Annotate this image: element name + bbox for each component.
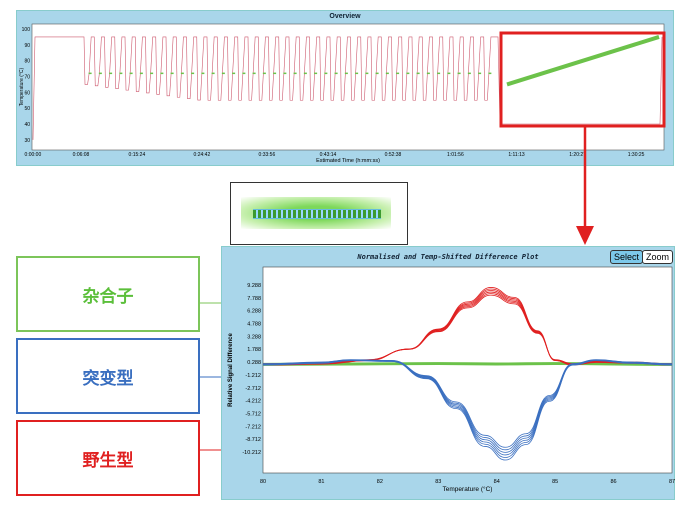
- amplicon-image: [230, 182, 408, 245]
- label-text: 突变型: [82, 368, 134, 388]
- y-tick-label: 4.788: [247, 322, 261, 328]
- y-tick-label: 50: [24, 106, 30, 112]
- x-tick-label: 0:52:38: [385, 152, 402, 158]
- y-tick-label: 60: [24, 90, 30, 96]
- highlight-box: [499, 31, 666, 128]
- dna-helix-icon: [253, 209, 381, 219]
- label-heterozygote: 杂合子: [16, 256, 200, 332]
- y-tick-label: 80: [24, 59, 30, 65]
- plot-area: [31, 23, 665, 151]
- x-tick-label: 0:24:42: [194, 152, 211, 158]
- x-tick-label: 0:33:56: [259, 152, 276, 158]
- y-tick-label: -2.712: [245, 386, 261, 392]
- x-tick-label: 84: [494, 479, 500, 485]
- y-tick-label: 40: [24, 122, 30, 128]
- x-tick-label: 0:43:14: [320, 152, 337, 158]
- temperature-trace: [32, 36, 663, 140]
- y-tick-label: 9.288: [247, 283, 261, 289]
- y-tick-label: 70: [24, 75, 30, 81]
- label-mutant: 突变型: [16, 338, 200, 414]
- melt-ramp-line: [506, 35, 660, 87]
- y-tick-label: 7.788: [247, 296, 261, 302]
- y-axis-title: Temperature (°C): [19, 67, 25, 106]
- x-tick-label: 82: [377, 479, 383, 485]
- y-tick-label: 6.288: [247, 309, 261, 315]
- overview-title: Overview: [329, 13, 361, 20]
- y-tick-label: 100: [22, 27, 31, 33]
- x-axis-title: Temperature (°C): [443, 485, 493, 493]
- y-tick-label: 3.288: [247, 334, 261, 340]
- overview-chart: 100 90 80 70 60 50 40 30 0:00:00 0:06:08 0:15:24 0:…: [19, 23, 666, 165]
- y-tick-label: 1.788: [247, 347, 261, 353]
- x-tick-label: 1:30:25: [628, 152, 645, 158]
- x-tick-label: 1:11:13: [508, 152, 525, 158]
- x-tick-label: 0:15:24: [129, 152, 146, 158]
- y-tick-label: 30: [24, 138, 30, 144]
- x-tick-label: 83: [435, 479, 441, 485]
- label-text: 野生型: [82, 450, 134, 470]
- y-axis-title: Relative Signal Difference: [228, 332, 234, 406]
- difference-plot-title: Normalised and Temp-Shifted Difference P…: [357, 253, 539, 261]
- y-tick-label: 90: [24, 43, 30, 49]
- y-tick-label: -7.212: [245, 424, 261, 430]
- x-axis-title: Estimated Time (h:mm:ss): [316, 158, 380, 164]
- y-tick-label: -4.212: [245, 399, 261, 405]
- x-tick-label: 87: [669, 479, 675, 485]
- y-tick-label: -10.212: [242, 450, 261, 456]
- y-tick-label: -8.712: [245, 437, 261, 443]
- label-wildtype: 野生型: [16, 420, 200, 496]
- x-tick-label: 86: [611, 479, 617, 485]
- label-text: 杂合子: [82, 286, 134, 306]
- zoom-button[interactable]: Zoom: [642, 250, 674, 264]
- series-line-mutant: [262, 360, 673, 461]
- x-tick-label: 1:20:27: [569, 152, 586, 158]
- y-tick-label: 0.288: [247, 360, 261, 366]
- y-tick-label: -5.712: [245, 411, 261, 417]
- x-tick-label: 85: [552, 479, 558, 485]
- y-tick-label: -1.212: [245, 373, 261, 379]
- series-line-heterozygote: [262, 363, 673, 366]
- x-tick-label: 0:06:08: [73, 152, 90, 158]
- x-tick-label: 1:01:56: [447, 152, 464, 158]
- plot-area: [262, 266, 673, 474]
- arrow-head: [576, 226, 594, 245]
- x-tick-label: 81: [318, 479, 324, 485]
- x-tick-label: 0:00:00: [25, 152, 42, 158]
- x-tick-label: 80: [260, 479, 266, 485]
